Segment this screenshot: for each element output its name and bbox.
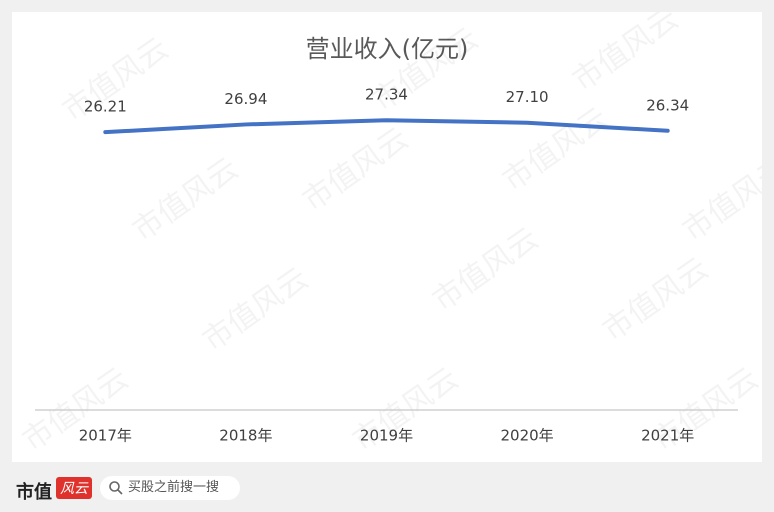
chart: 营业收入(亿元) 市值风云市值风云市值风云市值风云市值风云市值风云市值风云市值风… — [17, 12, 762, 459]
logo-badge: 风云 — [56, 477, 92, 499]
line — [103, 118, 670, 135]
search-icon — [109, 481, 123, 495]
chart-title: 营业收入(亿元) — [306, 35, 469, 63]
data-label: 26.34 — [646, 96, 689, 114]
data-label: 27.34 — [365, 86, 408, 104]
data-label: 26.94 — [224, 90, 267, 108]
x-tick-label: 2019年 — [360, 427, 413, 445]
x-tick-label: 2018年 — [219, 427, 272, 445]
data-label: 26.21 — [84, 98, 127, 116]
x-tick-label: 2017年 — [79, 427, 132, 445]
x-tick-label: 2021年 — [641, 427, 694, 445]
chart-card: 营业收入(亿元) 市值风云市值风云市值风云市值风云市值风云市值风云市值风云市值风… — [12, 12, 762, 462]
search-box[interactable]: 买股之前搜一搜 — [100, 476, 240, 500]
search-placeholder: 买股之前搜一搜 — [128, 480, 220, 495]
logo: 市值 — [16, 482, 52, 503]
footer: 市值 风云 买股之前搜一搜 — [0, 468, 774, 512]
x-tick-label: 2020年 — [501, 427, 554, 445]
data-label: 27.10 — [506, 88, 549, 106]
